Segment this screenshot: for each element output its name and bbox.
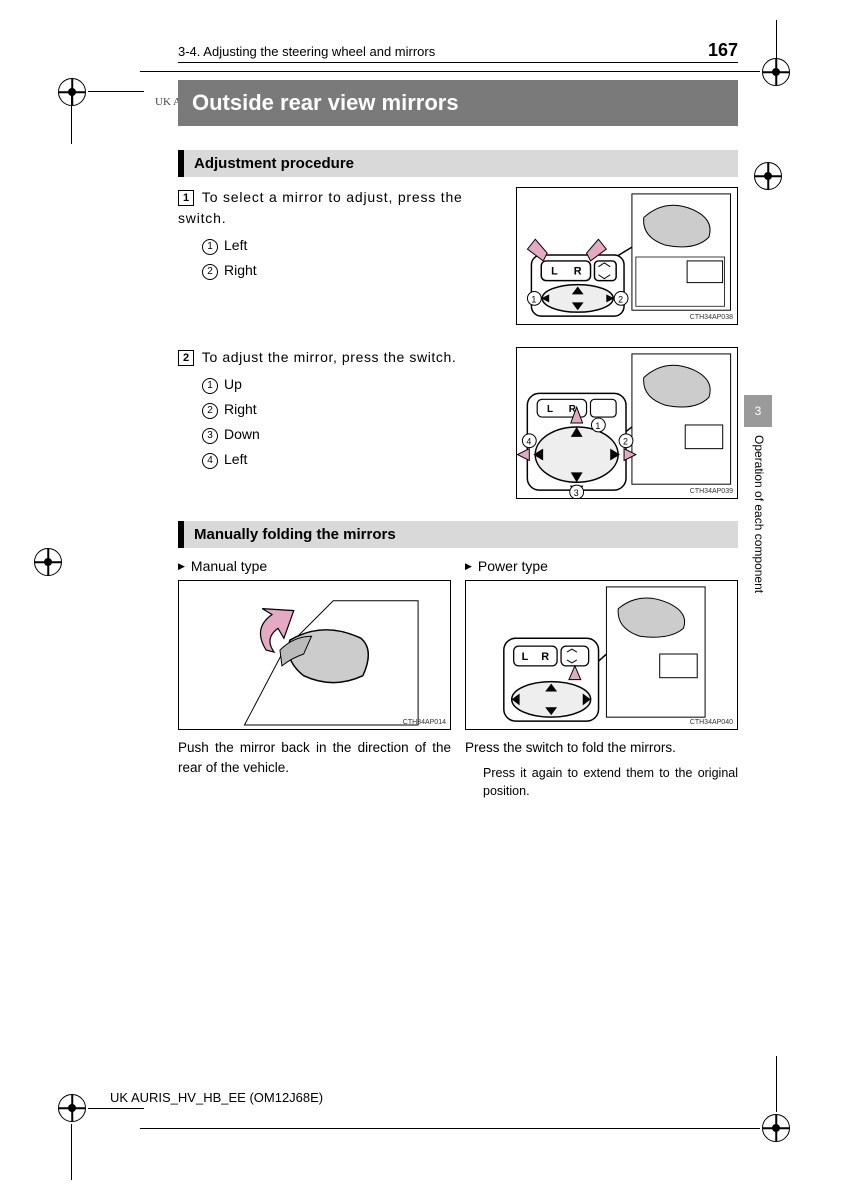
power-note: Press it again to extend them to the ori… [465, 764, 738, 800]
folding-columns: Manual type CTH34AP014 Push the mirror b… [178, 558, 738, 800]
step2-item4-label: Left [224, 451, 247, 467]
step2-item1-label: Up [224, 376, 242, 392]
svg-text:L: L [547, 404, 553, 415]
power-caption: Press the switch to fold the mirrors. [465, 738, 738, 758]
chapter-tab: 3 [744, 395, 772, 427]
subheading-adjustment: Adjustment procedure [178, 150, 738, 177]
step1-item1-label: Left [224, 237, 247, 253]
manual-type-column: Manual type CTH34AP014 Push the mirror b… [178, 558, 451, 800]
manual-type-label: Manual type [178, 558, 451, 574]
step2-item2-num: 2 [202, 403, 218, 419]
step-1-text: To select a mirror to adjust, press the … [178, 189, 463, 226]
footer-text: UK AURIS_HV_HB_EE (OM12J68E) [110, 1090, 323, 1105]
content-area: Adjustment procedure 1 To select a mirro… [178, 150, 738, 800]
figure-select-mirror: L R 1 2 CTH34AP038 [516, 187, 738, 325]
section-path: 3-4. Adjusting the steering wheel and mi… [178, 44, 435, 59]
step2-item3-num: 3 [202, 428, 218, 444]
figure-id-1: CTH34AP038 [690, 314, 733, 321]
figure-id-2: CTH34AP039 [690, 488, 733, 495]
svg-text:1: 1 [531, 294, 536, 304]
power-type-label: Power type [465, 558, 738, 574]
svg-text:L: L [522, 651, 529, 663]
step2-item1-num: 1 [202, 378, 218, 394]
svg-text:4: 4 [526, 437, 531, 447]
step-2-text: To adjust the mirror, press the switch. [202, 349, 457, 365]
step-1: 1 To select a mirror to adjust, press th… [178, 187, 738, 325]
svg-text:R: R [574, 266, 582, 278]
figure-adjust-mirror: L R 1 2 3 4 [516, 347, 738, 499]
svg-text:1: 1 [595, 421, 600, 431]
step2-item2-label: Right [224, 401, 257, 417]
figure-id-3: CTH34AP014 [403, 719, 446, 726]
step-1-number: 1 [178, 190, 194, 206]
step-2-number: 2 [178, 350, 194, 366]
header-rule [178, 62, 738, 63]
step-2: 2 To adjust the mirror, press the switch… [178, 347, 738, 499]
step1-item2-label: Right [224, 262, 257, 278]
chapter-side-label: Operation of each component [750, 435, 766, 593]
manual-caption: Push the mirror back in the direction of… [178, 738, 451, 777]
step2-item4-num: 4 [202, 453, 218, 469]
figure-id-4: CTH34AP040 [690, 719, 733, 726]
figure-power-fold: L R CTH34AP040 [465, 580, 738, 730]
svg-text:R: R [541, 651, 549, 663]
svg-text:3: 3 [574, 488, 579, 498]
step1-item1-num: 1 [202, 239, 218, 255]
subheading-folding: Manually folding the mirrors [178, 521, 738, 548]
page-number: 167 [708, 40, 738, 61]
svg-text:L: L [551, 266, 558, 278]
figure-manual-fold: CTH34AP014 [178, 580, 451, 730]
step2-item3-label: Down [224, 426, 260, 442]
running-header: 3-4. Adjusting the steering wheel and mi… [178, 40, 738, 61]
power-type-column: Power type L R [465, 558, 738, 800]
page-title: Outside rear view mirrors [178, 80, 738, 126]
step1-item2-num: 2 [202, 264, 218, 280]
svg-text:2: 2 [623, 437, 628, 447]
svg-text:2: 2 [618, 294, 623, 304]
